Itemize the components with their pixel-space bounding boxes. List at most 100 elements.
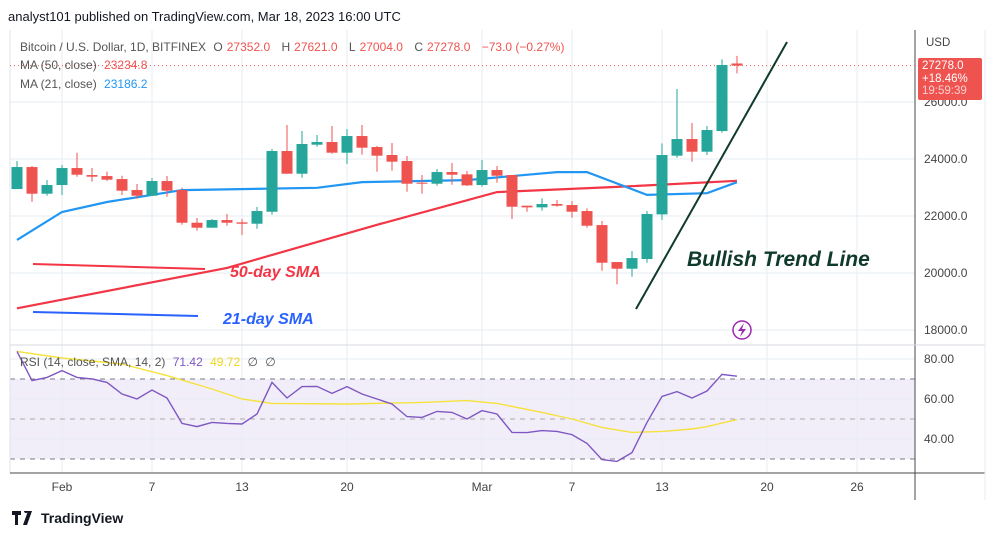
- candle-body: [641, 214, 653, 260]
- candle: [101, 171, 113, 182]
- candle-body: [656, 155, 668, 215]
- rsi-value: 71.42: [172, 355, 203, 369]
- x-tick-label: 7: [569, 480, 576, 494]
- candle-body: [236, 222, 248, 224]
- lightning-icon: [732, 320, 752, 340]
- candle: [356, 125, 368, 155]
- current-price-tag: 27278.0 +18.46% 19:59:39: [918, 58, 982, 100]
- candle-body: [56, 168, 68, 186]
- candle: [701, 126, 713, 156]
- candle: [311, 135, 323, 147]
- trend-annotation: Bullish Trend Line: [687, 248, 870, 271]
- candle-body: [731, 63, 743, 66]
- tradingview-logo[interactable]: TradingView: [12, 510, 123, 526]
- candle: [416, 175, 428, 194]
- ma50-line: [16, 179, 738, 310]
- candle: [221, 214, 233, 226]
- candle-body: [491, 170, 503, 176]
- candle-body: [626, 258, 638, 269]
- candle: [11, 161, 23, 190]
- ma21-value: 23186.2: [104, 77, 148, 91]
- x-tick-label: 7: [149, 480, 156, 494]
- candle-body: [506, 175, 518, 207]
- candle-body: [221, 220, 233, 223]
- open-value: 27352.0: [226, 40, 271, 54]
- x-tick-label: 13: [655, 480, 669, 494]
- high-label: H: [281, 40, 291, 54]
- rsi-sma-line: [16, 350, 738, 434]
- candle: [686, 123, 698, 162]
- candle-body: [11, 167, 23, 190]
- candle: [536, 198, 548, 211]
- candle: [131, 184, 143, 199]
- candle-body: [326, 142, 338, 153]
- candle: [26, 166, 38, 202]
- candle-body: [26, 167, 38, 194]
- candle: [506, 175, 518, 220]
- rsi-sma-value: 49.72: [210, 355, 241, 369]
- candle-body: [581, 211, 593, 226]
- rsi-legend[interactable]: RSI (14, close, SMA, 14, 2) 71.42 49.72 …: [20, 355, 280, 369]
- sma21-annotation-line: [32, 311, 199, 317]
- candle: [716, 59, 728, 133]
- candle: [491, 166, 503, 183]
- candle: [161, 176, 173, 197]
- low-label: L: [348, 40, 356, 54]
- candle-body: [131, 190, 143, 196]
- candle: [431, 169, 443, 186]
- y-tick-label: 24000.0: [924, 152, 968, 166]
- candle: [371, 146, 383, 172]
- rsi-tick-label: 40.00: [924, 432, 954, 446]
- candle: [281, 125, 293, 174]
- candle: [116, 175, 128, 196]
- candle: [566, 201, 578, 218]
- candle: [86, 168, 98, 182]
- candle-body: [431, 172, 443, 184]
- ma50-label: MA (50, close): [20, 58, 97, 72]
- rsi-label: RSI (14, close, SMA, 14, 2): [20, 355, 166, 369]
- candle-body: [191, 222, 203, 228]
- x-tick-label: 13: [235, 480, 249, 494]
- candle-body: [536, 204, 548, 208]
- candle: [656, 143, 668, 221]
- candle-body: [71, 168, 83, 175]
- sma21-annotation: 21-day SMA: [223, 311, 314, 328]
- rsi-tick-label: 80.00: [924, 352, 954, 366]
- candle-body: [446, 172, 458, 175]
- candle-body: [116, 179, 128, 191]
- candle: [611, 262, 623, 285]
- candle: [176, 187, 188, 225]
- candle: [641, 211, 653, 263]
- change-value: −73.0 (−0.27%): [481, 40, 565, 54]
- ma50-value: 23234.8: [104, 58, 148, 72]
- x-tick-label: Mar: [472, 480, 493, 494]
- candle-body: [596, 225, 608, 263]
- candle: [251, 207, 263, 229]
- candle-body: [146, 181, 158, 196]
- candle: [626, 251, 638, 277]
- sma50-annotation-line: [32, 263, 206, 270]
- publish-info: analyst101 published on TradingView.com,…: [8, 9, 401, 24]
- candle-body: [716, 65, 728, 132]
- candle: [386, 143, 398, 171]
- candle-body: [341, 136, 353, 153]
- candle-body: [521, 205, 533, 208]
- tradingview-logo-icon: [12, 511, 32, 525]
- x-tick-label: 20: [760, 480, 774, 494]
- candle-body: [281, 151, 293, 174]
- ma50-legend[interactable]: MA (50, close) 23234.8: [20, 58, 151, 72]
- x-tick-label: 26: [850, 480, 864, 494]
- rsi-na-1: ∅: [247, 355, 258, 369]
- candle: [446, 163, 458, 185]
- candle: [296, 131, 308, 178]
- close-label: C: [414, 40, 423, 54]
- candle: [236, 219, 248, 236]
- candle-body: [386, 155, 398, 162]
- candle: [326, 126, 338, 154]
- ma21-legend[interactable]: MA (21, close) 23186.2: [20, 77, 151, 91]
- candle: [146, 178, 158, 196]
- bar-countdown: 19:59:39: [922, 85, 967, 97]
- candle: [401, 156, 413, 192]
- close-value: 27278.0: [426, 40, 471, 54]
